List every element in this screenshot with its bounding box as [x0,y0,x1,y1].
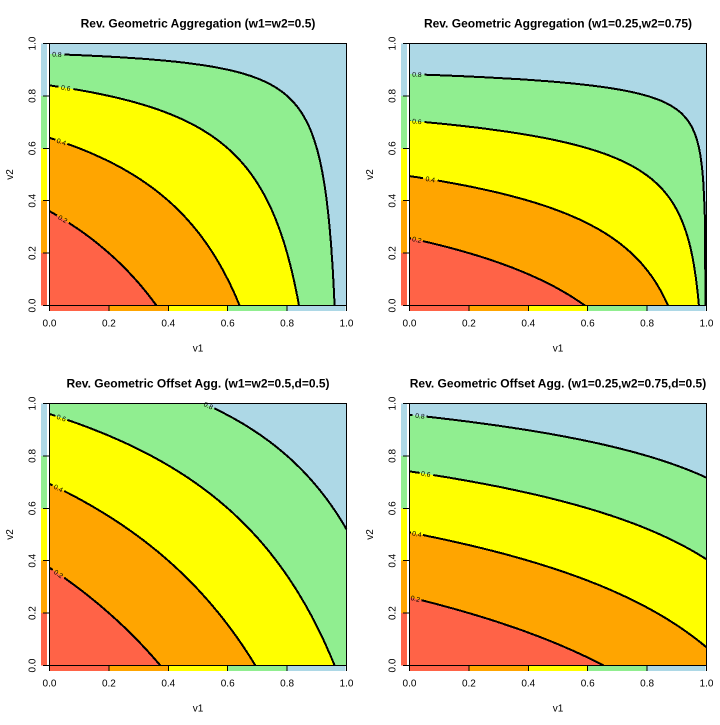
svg-text:0.8: 0.8 [415,413,425,421]
svg-text:0.4: 0.4 [521,319,535,330]
svg-text:0.8: 0.8 [640,679,654,690]
svg-text:0.6: 0.6 [60,85,71,93]
svg-text:v1: v1 [193,344,204,355]
svg-text:0.0: 0.0 [28,658,39,672]
svg-text:v1: v1 [553,344,564,355]
svg-text:v1: v1 [553,704,564,715]
svg-text:0.8: 0.8 [280,319,294,330]
svg-text:0.8: 0.8 [412,72,422,79]
svg-text:0.4: 0.4 [521,679,535,690]
svg-text:0.4: 0.4 [28,193,39,207]
svg-text:0.0: 0.0 [388,298,399,312]
svg-text:0.0: 0.0 [403,679,417,690]
svg-text:0.4: 0.4 [52,484,64,495]
svg-text:0.2: 0.2 [462,319,476,330]
svg-text:0.4: 0.4 [161,679,175,690]
svg-text:0.0: 0.0 [403,319,417,330]
svg-text:1.0: 1.0 [28,396,39,410]
svg-text:0.6: 0.6 [412,118,422,126]
svg-text:v2: v2 [5,169,16,180]
svg-text:0.6: 0.6 [388,141,399,155]
svg-text:1.0: 1.0 [340,319,354,330]
svg-text:0.6: 0.6 [28,501,39,515]
svg-text:0.0: 0.0 [388,658,399,672]
svg-text:v2: v2 [365,169,376,180]
svg-text:1.0: 1.0 [700,679,714,690]
svg-text:1.0: 1.0 [340,679,354,690]
svg-text:0.6: 0.6 [221,679,235,690]
svg-text:0.4: 0.4 [425,176,436,184]
svg-text:0.4: 0.4 [388,193,399,207]
svg-text:1.0: 1.0 [700,319,714,330]
svg-text:Rev. Geometric Aggregation (w1: Rev. Geometric Aggregation (w1=0.25,w2=0… [424,17,692,31]
svg-text:0.4: 0.4 [28,553,39,567]
svg-text:0.8: 0.8 [28,89,39,103]
svg-text:0.0: 0.0 [43,679,57,690]
svg-text:0.6: 0.6 [221,319,235,330]
svg-text:0.4: 0.4 [161,319,175,330]
svg-text:0.8: 0.8 [640,319,654,330]
svg-text:0.2: 0.2 [462,679,476,690]
svg-text:1.0: 1.0 [28,36,39,50]
svg-text:0.6: 0.6 [420,471,431,479]
svg-text:0.6: 0.6 [56,414,67,424]
svg-text:0.6: 0.6 [28,141,39,155]
svg-text:v2: v2 [5,529,16,540]
svg-text:0.6: 0.6 [388,501,399,515]
svg-text:0.6: 0.6 [581,319,595,330]
svg-text:0.8: 0.8 [388,449,399,463]
svg-text:0.2: 0.2 [388,246,399,260]
svg-text:0.2: 0.2 [28,606,39,620]
svg-text:Rev. Geometric Offset Agg. (w1: Rev. Geometric Offset Agg. (w1=0.25,w2=0… [410,377,706,391]
svg-text:0.2: 0.2 [56,214,68,225]
svg-text:v2: v2 [365,529,376,540]
svg-text:0.6: 0.6 [581,679,595,690]
svg-text:0.8: 0.8 [52,52,62,59]
svg-text:0.8: 0.8 [388,89,399,103]
svg-text:v1: v1 [193,704,204,715]
svg-text:0.8: 0.8 [280,679,294,690]
svg-text:Rev. Geometric Offset Agg. (w1: Rev. Geometric Offset Agg. (w1=w2=0.5,d=… [66,377,329,391]
svg-text:0.2: 0.2 [410,595,421,604]
svg-text:Rev. Geometric Aggregation (w1: Rev. Geometric Aggregation (w1=w2=0.5) [81,17,316,31]
svg-text:0.2: 0.2 [388,606,399,620]
svg-text:0.8: 0.8 [202,401,214,411]
svg-text:0.0: 0.0 [43,319,57,330]
svg-text:0.4: 0.4 [388,553,399,567]
svg-text:0.8: 0.8 [28,449,39,463]
svg-text:0.2: 0.2 [28,246,39,260]
svg-text:0.0: 0.0 [28,298,39,312]
svg-text:0.2: 0.2 [52,569,64,580]
svg-text:0.2: 0.2 [102,679,116,690]
svg-text:1.0: 1.0 [388,396,399,410]
svg-text:0.4: 0.4 [55,138,66,148]
svg-text:1.0: 1.0 [388,36,399,50]
svg-text:0.2: 0.2 [102,319,116,330]
svg-text:0.2: 0.2 [411,236,422,245]
svg-text:0.4: 0.4 [411,530,422,539]
